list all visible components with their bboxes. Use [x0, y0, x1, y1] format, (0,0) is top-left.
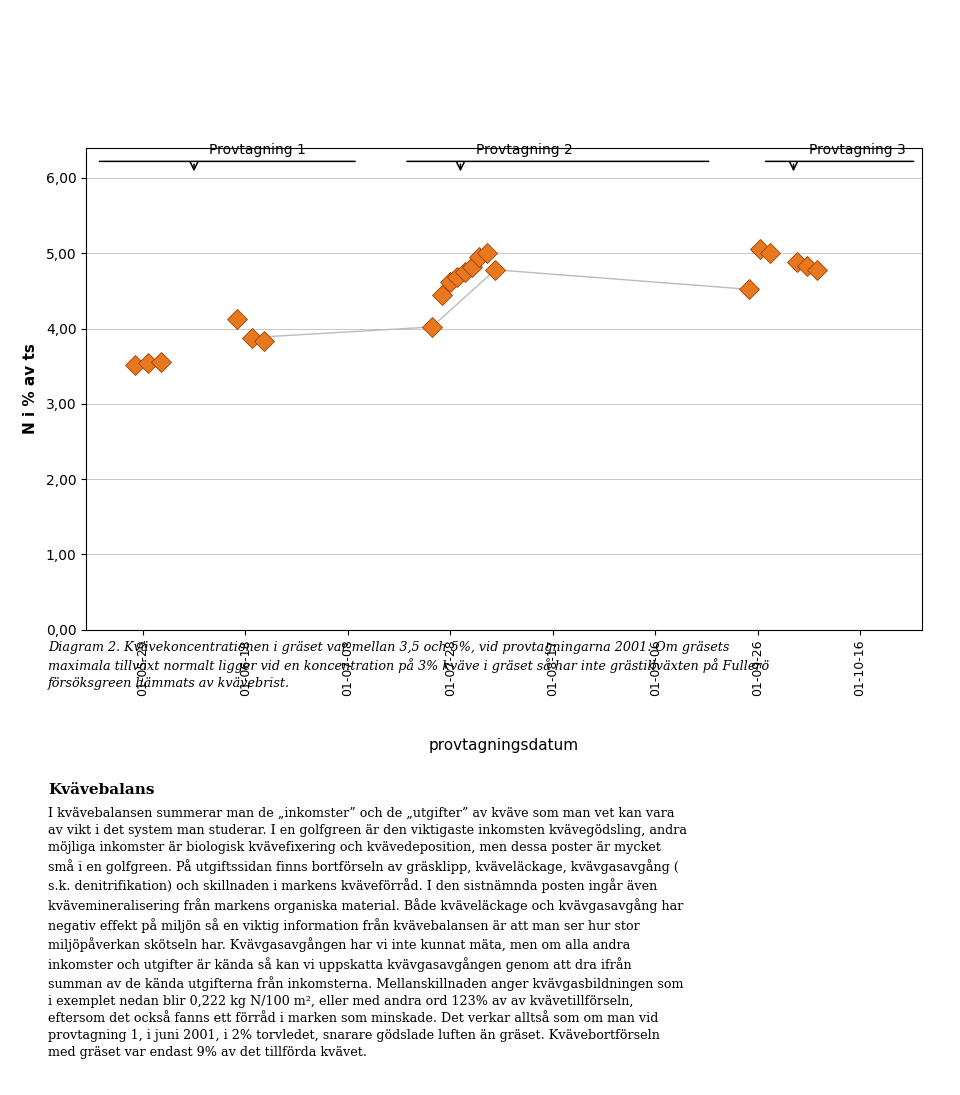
X-axis label: provtagningsdatum: provtagningsdatum: [429, 738, 579, 753]
Text: Provtagning 2: Provtagning 2: [476, 142, 572, 157]
Text: Provtagning 1: Provtagning 1: [209, 142, 306, 157]
Y-axis label: N i % av ts: N i % av ts: [23, 344, 37, 434]
Text: Diagram 2. Kvävekoncentrationen i gräset var mellan 3,5 och 5%, vid provtagninga: Diagram 2. Kvävekoncentrationen i gräset…: [48, 641, 769, 690]
Text: Kvävebalans: Kvävebalans: [48, 783, 155, 797]
Text: Provtagning 3: Provtagning 3: [809, 142, 905, 157]
Text: I kvävebalansen summerar man de „inkomster” och de „utgifter” av kväve som man v: I kvävebalansen summerar man de „inkomst…: [48, 807, 687, 1059]
